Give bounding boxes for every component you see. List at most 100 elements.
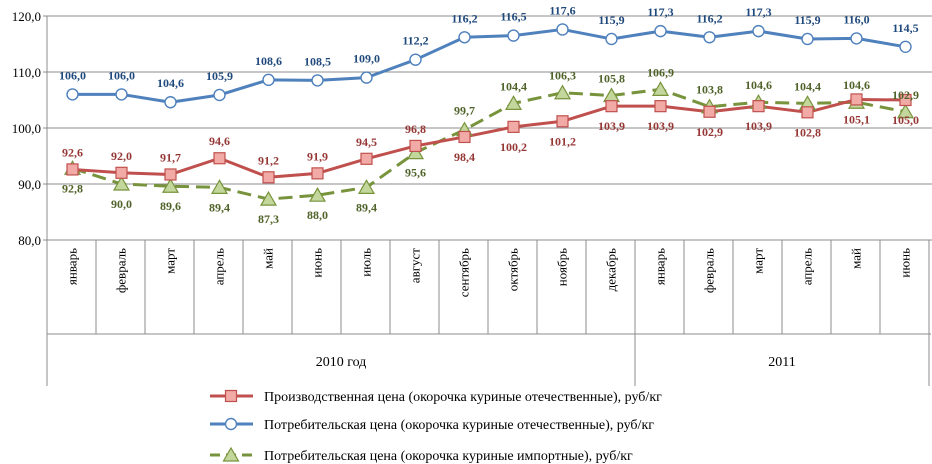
- data-label: 102,9: [696, 125, 723, 139]
- group-label: 2011: [768, 355, 795, 370]
- x-category-label: апрель: [800, 248, 815, 285]
- x-category-label: октябрь: [506, 248, 521, 291]
- data-point-square: [360, 152, 373, 165]
- series-line-1: [72, 27, 906, 104]
- data-label: 115,9: [794, 13, 820, 27]
- series-line-0: [72, 97, 906, 179]
- data-label: 115,9: [598, 13, 624, 27]
- data-label: 116,5: [500, 10, 526, 24]
- data-label: 103,8: [696, 83, 723, 97]
- data-label: 89,6: [160, 199, 181, 213]
- data-label: 116,0: [843, 12, 869, 26]
- data-point-circle: [556, 23, 569, 36]
- data-label: 105,8: [598, 72, 625, 86]
- data-label: 104,6: [157, 76, 184, 90]
- data-point-square: [556, 115, 569, 128]
- series-lines: [72, 27, 906, 201]
- data-point-circle: [360, 71, 373, 84]
- data-point-square: [224, 389, 238, 403]
- axes: [43, 15, 931, 335]
- data-point-square: [164, 168, 177, 181]
- data-label: 92,6: [62, 145, 83, 159]
- data-label: 91,2: [258, 153, 279, 167]
- y-tick-label: 90,0: [18, 177, 41, 192]
- data-point-circle: [311, 74, 324, 87]
- data-point-circle: [224, 417, 238, 431]
- data-labels: 92,6 92,0 91,7 94,6 91,2 91,9 94,5 96,8 98,4 100,…: [59, 3, 919, 226]
- data-label: 88,0: [307, 208, 328, 222]
- data-point-square: [752, 100, 765, 113]
- data-point-triangle: [553, 84, 572, 100]
- data-label: 101,2: [549, 134, 576, 148]
- data-point-square: [703, 105, 716, 118]
- series-markers: [63, 23, 915, 206]
- y-tick-label: 110,0: [12, 65, 41, 80]
- data-point-circle: [458, 31, 471, 44]
- data-label: 92,0: [111, 149, 132, 163]
- data-point-square: [115, 166, 128, 179]
- x-category-label: январь: [65, 248, 80, 285]
- grid-lines: [47, 15, 932, 241]
- data-label: 90,0: [111, 197, 132, 211]
- data-label: 100,2: [500, 140, 527, 154]
- x-category-label: июнь: [898, 248, 913, 278]
- data-point-square: [850, 93, 863, 106]
- data-label: 91,9: [307, 149, 328, 163]
- data-point-square: [213, 152, 226, 165]
- data-label: 102,8: [794, 125, 821, 139]
- data-point-square: [899, 93, 912, 107]
- data-label: 94,6: [209, 134, 230, 148]
- data-label: 117,6: [549, 3, 575, 17]
- data-label: 104,4: [794, 79, 821, 93]
- data-point-square: [801, 106, 814, 119]
- data-point-circle: [752, 24, 765, 38]
- data-point-circle: [654, 24, 667, 38]
- data-point-circle: [850, 32, 863, 45]
- y-axis-tick-labels: 80,0 90,0 100,0 110,0 120,0: [12, 9, 41, 248]
- data-label: 114,5: [892, 21, 918, 35]
- data-point-triangle: [896, 103, 915, 119]
- data-label: 104,6: [745, 78, 772, 92]
- data-label: 94,5: [356, 135, 377, 149]
- data-label: 112,2: [402, 34, 428, 48]
- x-category-label: март: [163, 248, 178, 274]
- data-point-circle: [115, 88, 128, 101]
- data-label: 116,2: [696, 11, 722, 25]
- data-label: 116,2: [451, 11, 477, 25]
- x-axis-category-labels: январь февраль март апрель май июнь июль август…: [65, 248, 913, 298]
- data-point-square: [409, 139, 422, 153]
- data-label: 96,8: [405, 122, 426, 136]
- x-category-label: сентябрь: [457, 248, 472, 297]
- y-tick-label: 120,0: [12, 9, 41, 24]
- data-label: 89,4: [356, 200, 377, 214]
- data-point-circle: [703, 31, 716, 44]
- group-label: 2010 год: [316, 355, 367, 370]
- series-line-2: [72, 87, 906, 201]
- data-point-square: [458, 130, 471, 144]
- data-label: 108,5: [304, 54, 331, 68]
- data-point-circle: [164, 96, 177, 109]
- data-point-triangle: [222, 446, 240, 462]
- data-point-square: [262, 171, 275, 184]
- x-category-label: март: [751, 248, 766, 274]
- data-point-triangle: [357, 179, 376, 194]
- data-label: 106,0: [108, 68, 135, 82]
- x-category-label: июнь: [310, 248, 325, 278]
- data-label: 103,9: [745, 119, 772, 133]
- data-point-circle: [66, 88, 79, 101]
- data-label: 108,6: [255, 54, 282, 68]
- data-label: 102,9: [892, 88, 919, 102]
- data-label: 92,8: [62, 181, 83, 195]
- legend-label-2: Потребительская цена (окорочка куриные и…: [264, 449, 633, 464]
- data-label: 117,3: [745, 5, 771, 19]
- legend-label-1: Потребительская цена (окорочка куриные о…: [264, 418, 654, 433]
- data-point-triangle: [161, 178, 180, 193]
- data-point-square: [66, 163, 79, 176]
- data-point-triangle: [406, 144, 425, 160]
- y-tick-label: 100,0: [12, 121, 41, 136]
- data-label: 103,9: [647, 119, 674, 133]
- data-point-triangle: [308, 186, 327, 202]
- data-label: 106,3: [549, 69, 576, 83]
- y-tick-label: 80,0: [18, 233, 41, 248]
